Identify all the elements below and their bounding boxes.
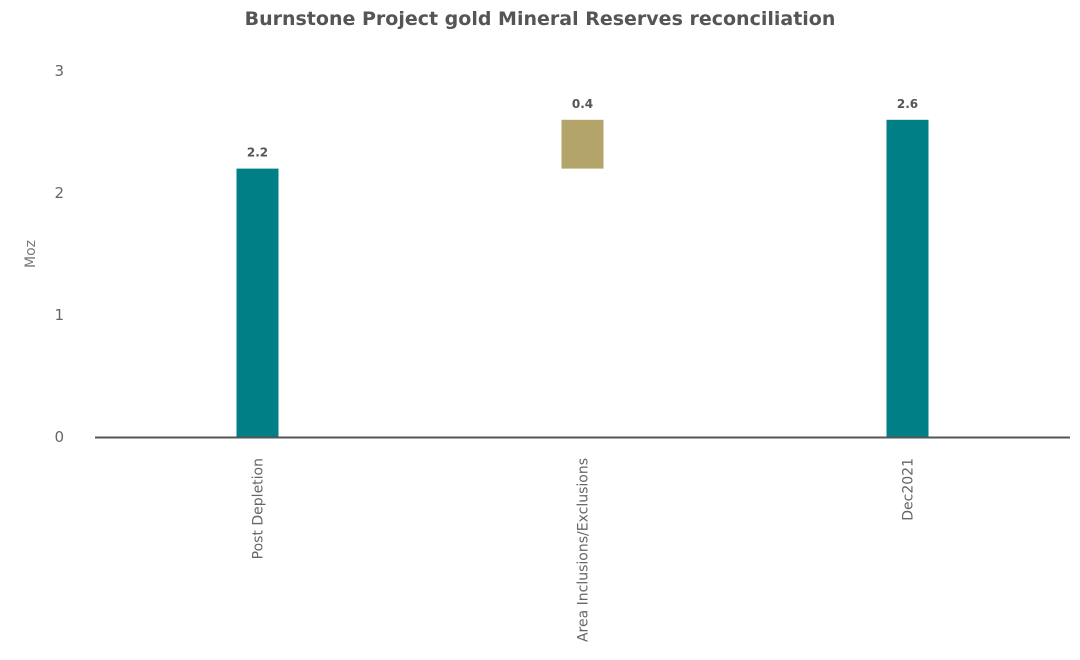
- chart-title: Burnstone Project gold Mineral Reserves …: [245, 8, 836, 30]
- x-tick-label: Area Inclusions/Exclusions: [576, 458, 592, 642]
- bar-area-inclusions-exclusions: [561, 119, 604, 169]
- x-tick-label: Post Depletion: [251, 458, 267, 559]
- bar-dec2021: [886, 119, 929, 438]
- data-label: 2.6: [897, 97, 918, 111]
- x-axis-ticks: Post Depletion Area Inclusions/Exclusions…: [251, 458, 917, 642]
- y-tick-label: 0: [54, 428, 64, 446]
- y-tick-label: 3: [54, 62, 64, 80]
- data-label: 0.4: [572, 97, 593, 111]
- y-tick-label: 2: [54, 184, 64, 202]
- bars: [236, 119, 929, 438]
- bar-post-depletion: [236, 168, 279, 437]
- data-label: 2.2: [247, 146, 268, 160]
- y-axis-label: Moz: [23, 240, 39, 268]
- y-tick-label: 1: [54, 306, 64, 324]
- y-axis-ticks: 0 1 2 3: [54, 62, 64, 446]
- data-labels: 2.2 0.4 2.6: [247, 97, 918, 160]
- x-tick-label: Dec2021: [901, 458, 917, 521]
